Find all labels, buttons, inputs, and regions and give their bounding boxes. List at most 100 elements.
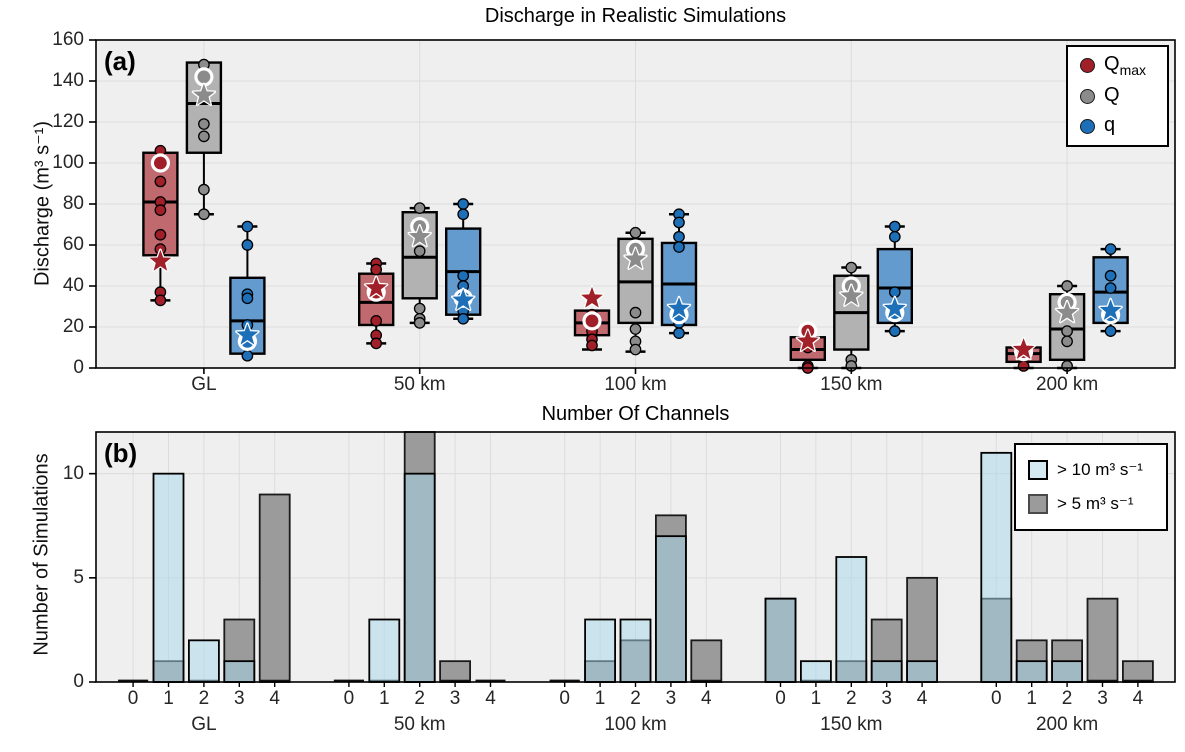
legend-item-q-lower: q — [1068, 114, 1167, 139]
highlight-star-marker — [1011, 336, 1036, 361]
panel-b-bin-label: 3 — [665, 688, 677, 709]
boxplot-Q-0 — [185, 58, 223, 221]
panel-b-bin-label: 1 — [594, 688, 606, 709]
bar-group-4-bin2 — [1051, 639, 1083, 683]
panel-b-bin-label: 1 — [1026, 688, 1037, 709]
highlight-circle-marker — [582, 311, 602, 331]
bar-gt10 — [870, 660, 903, 683]
bar-gt5 — [690, 639, 723, 683]
bar-gt10 — [835, 556, 868, 683]
bar-group-4-bin4 — [1122, 660, 1154, 683]
data-point — [629, 226, 642, 239]
panel-a-ytick-label: 100 — [52, 152, 84, 173]
bar-gt10 — [764, 597, 797, 683]
bar-group-4-bin0 — [980, 451, 1013, 683]
panel-b-title: Number Of Channels — [541, 403, 730, 425]
panel-a-xtick: 50 km — [393, 374, 446, 395]
boxplot-Qmax-0 — [142, 144, 179, 307]
panel-b-group-label: 100 km — [604, 714, 667, 735]
panel-b-bin-label: 0 — [559, 688, 570, 709]
panel-a-ytick-label: 0 — [73, 357, 84, 378]
legend-item-qmax: Qmax — [1068, 53, 1167, 78]
boxplot-Qmax-1 — [358, 257, 395, 350]
highlight-star-marker — [623, 246, 648, 270]
bar-group-2-bin2 — [619, 618, 652, 683]
panel-b-bin-label: 3 — [881, 688, 892, 709]
panel-a-ytick-label: 60 — [62, 234, 84, 255]
panel-b-bin-label: 2 — [846, 688, 857, 709]
panel-b-bin-label: 3 — [449, 688, 461, 709]
panel-a-ytick-label: 80 — [62, 193, 84, 214]
data-point — [673, 327, 685, 339]
data-point — [1104, 269, 1117, 282]
panel-b-group-label: GL — [191, 714, 217, 735]
data-point — [154, 228, 167, 241]
legend-label-q-upper: Q — [1104, 83, 1120, 106]
bar-gt5 — [439, 660, 472, 683]
panel-b-bin-label: 3 — [234, 688, 245, 709]
data-point — [586, 339, 598, 352]
panel-b-bin-label: 4 — [701, 688, 712, 709]
highlight-star-marker — [451, 287, 476, 311]
panel-a-xtick: 150 km — [820, 374, 883, 395]
bar-group-2-bin4 — [690, 639, 723, 683]
panel-b-bin-label: 0 — [775, 688, 786, 709]
panel-b-bin-label: 4 — [269, 688, 280, 709]
bar-group-4-bin3 — [1086, 597, 1119, 683]
highlight-star-marker — [1054, 299, 1080, 324]
boxplot-Q-2 — [617, 226, 654, 356]
bar-gt5 — [1086, 597, 1119, 683]
bar-group-3-bin3 — [870, 618, 903, 683]
data-point — [629, 323, 642, 335]
data-point — [888, 325, 901, 337]
bar-gt10 — [800, 660, 832, 683]
data-point — [413, 245, 426, 257]
bar-gt10 — [1015, 660, 1048, 683]
bar-gt10 — [187, 639, 220, 683]
legend-item-q-upper: Q — [1068, 84, 1167, 109]
panel-b-letter: (b) — [104, 438, 138, 468]
data-point — [154, 175, 167, 188]
data-point — [241, 292, 254, 305]
panel-b-bin-label: 1 — [379, 688, 390, 709]
bar-gt10 — [152, 472, 185, 683]
legend-item-gt10: > 10 m³ s⁻¹ — [1016, 459, 1166, 480]
panel-b-bin-label: 1 — [810, 688, 822, 709]
bar-group-1-bin3 — [439, 660, 472, 683]
boxplot-Qmax-3 — [789, 321, 826, 374]
data-point — [154, 204, 167, 216]
panel-b-ytick-label: 5 — [73, 566, 84, 588]
data-point — [413, 202, 426, 214]
gt10-swatch-icon — [1028, 459, 1048, 480]
bar-gt10 — [1051, 660, 1083, 683]
panel-a-ytick-label: 120 — [52, 111, 84, 132]
legend-label-qmax: Qmax — [1104, 52, 1147, 78]
highlight-star-marker — [666, 295, 692, 320]
panel-b-bin-label: 2 — [198, 688, 210, 709]
bar-group-0-bin4 — [258, 493, 291, 683]
panel-a-title: Discharge in Realistic Simulations — [484, 5, 787, 27]
panel-b-bin-label: 1 — [163, 688, 174, 709]
panel-b-bin-label: 2 — [1061, 688, 1073, 709]
legend-label-q-lower: q — [1104, 114, 1116, 137]
panel-a-xtick: GL — [191, 374, 217, 395]
data-point — [198, 183, 210, 196]
bar-gt5 — [1122, 660, 1154, 683]
data-point — [457, 312, 470, 325]
panel-b-bin-label: 2 — [414, 688, 425, 709]
bar-gt10 — [655, 535, 687, 683]
data-point — [1104, 243, 1117, 255]
bar-group-2-bin1 — [584, 618, 616, 683]
data-point — [370, 337, 383, 350]
panel-b-ytick-label: 10 — [62, 462, 84, 484]
panel-b-group-label: 150 km — [820, 714, 883, 735]
panel-b-bin-label: 3 — [1097, 688, 1108, 709]
data-point — [629, 306, 642, 319]
bar-gt10 — [906, 660, 938, 683]
panel-a-letter: (a) — [104, 46, 136, 76]
q-upper-marker-icon — [1080, 88, 1095, 104]
bar-group-0-bin1 — [152, 472, 185, 683]
data-point — [673, 241, 685, 253]
bar-gt10 — [980, 451, 1013, 683]
